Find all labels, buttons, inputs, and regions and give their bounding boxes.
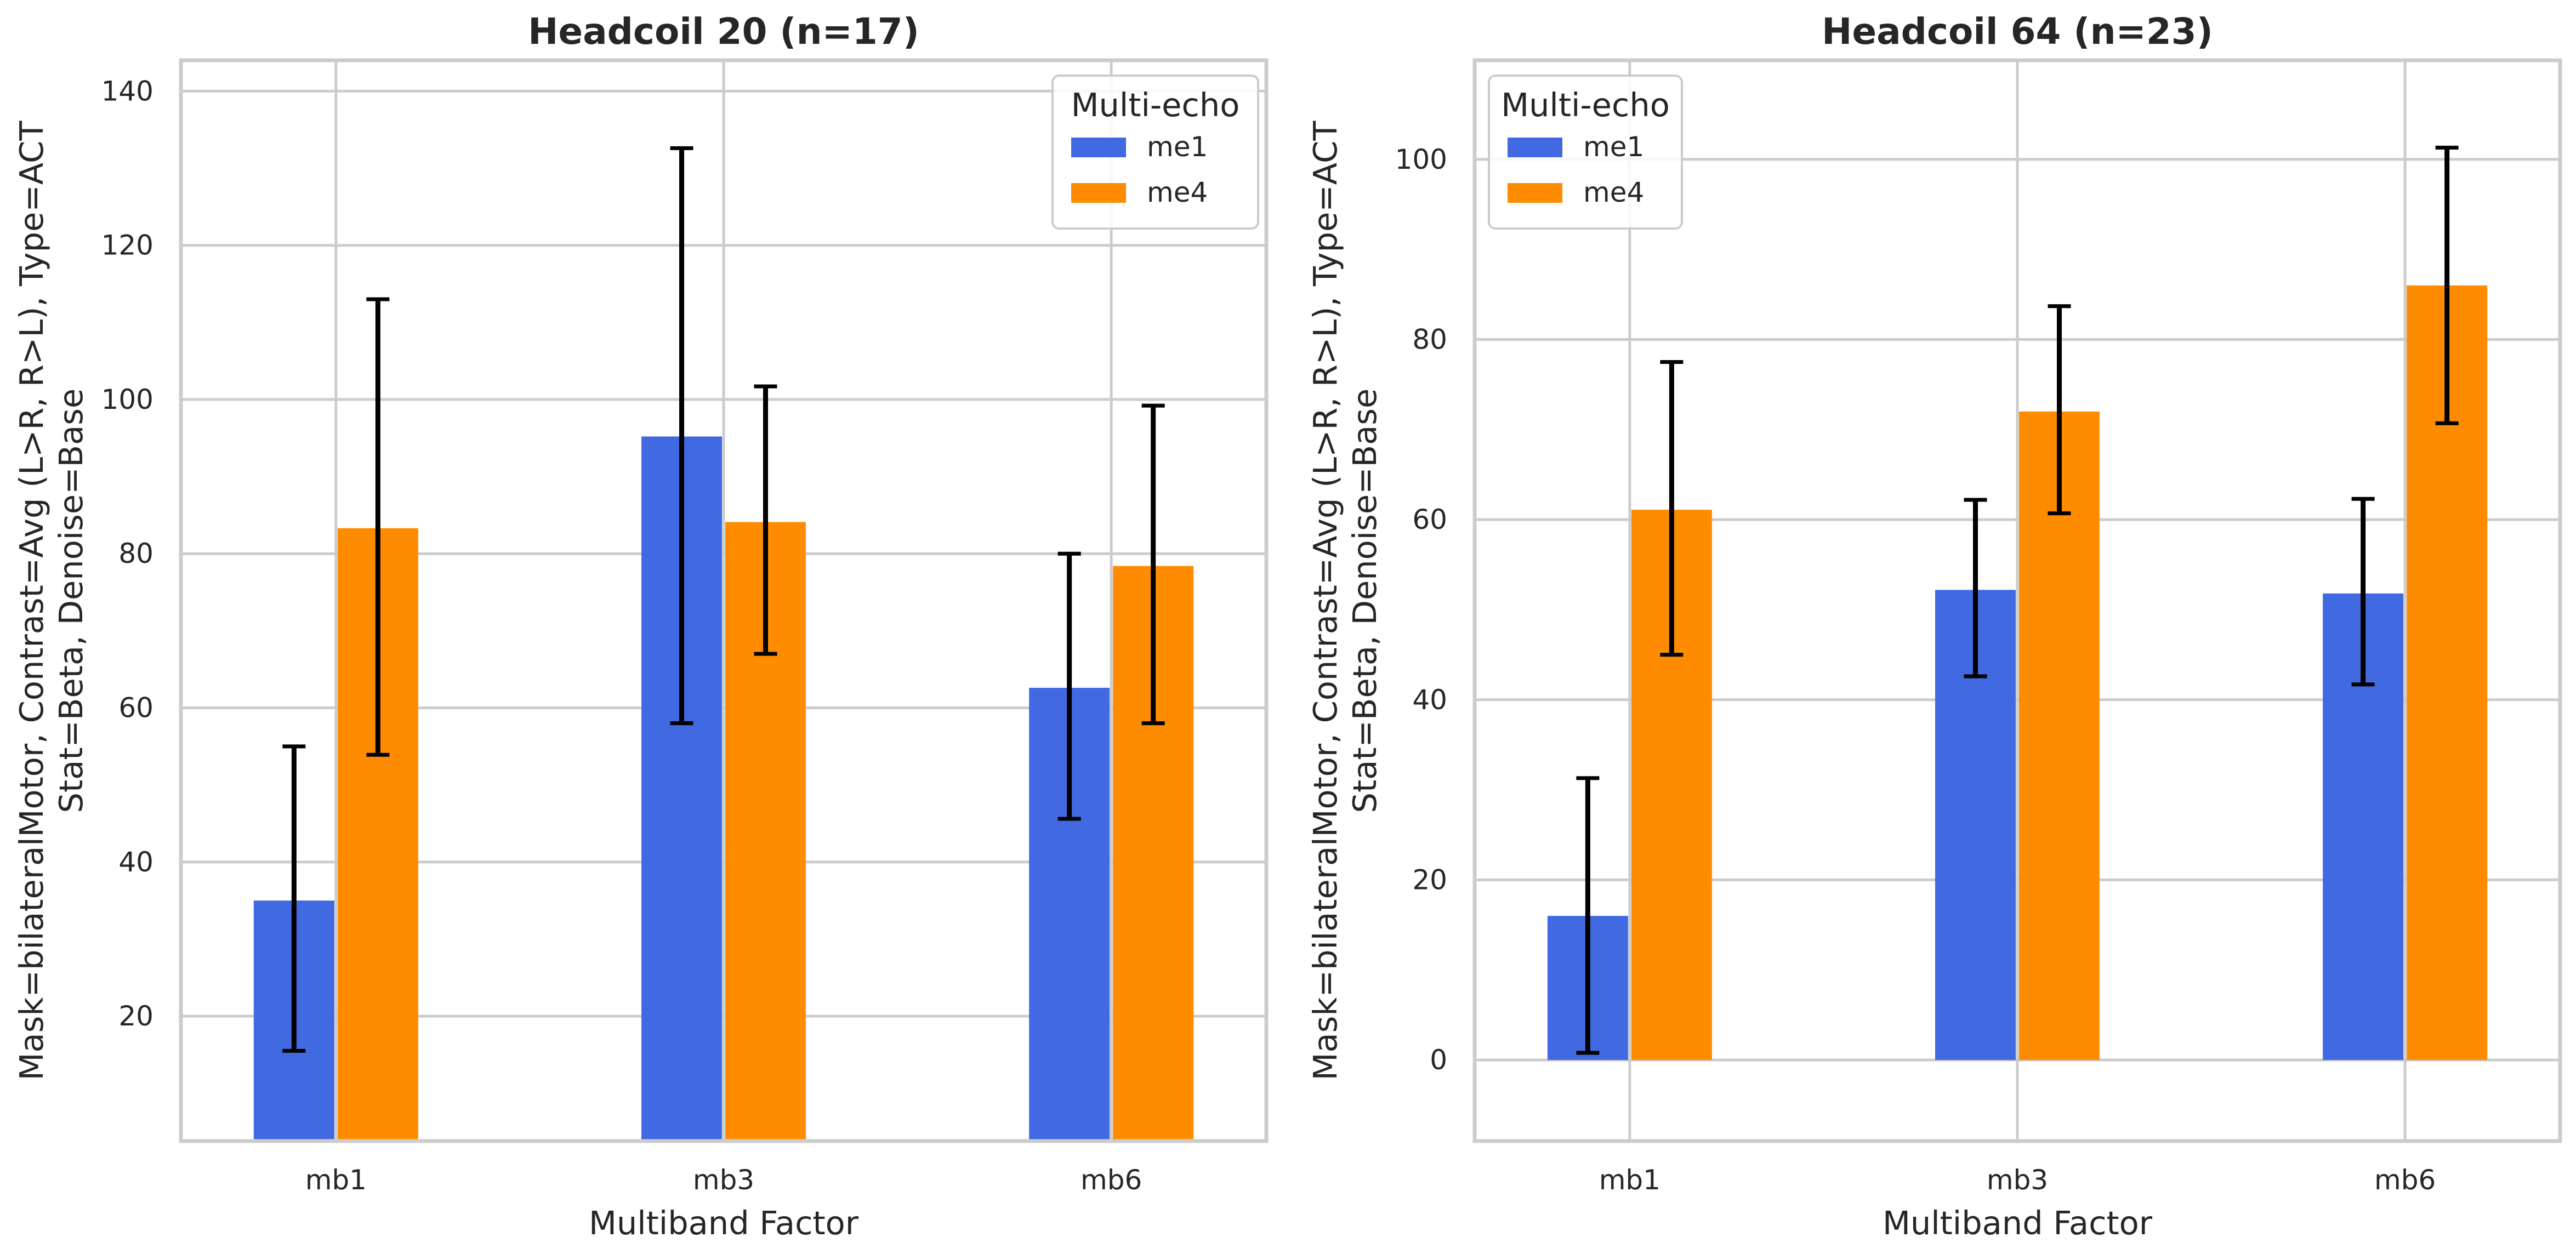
chart-title: Headcoil 20 (n=17)	[528, 10, 919, 53]
legend-swatch-me1	[1071, 138, 1126, 157]
legend-title: Multi-echo	[1071, 86, 1240, 124]
y-axis-label: Stat=Beta, Denoise=Base	[1346, 389, 1384, 813]
x-axis-label: Multiband Factor	[1883, 1204, 2153, 1242]
legend-swatch-me1	[1508, 138, 1562, 157]
y-tick-label: 100	[101, 384, 153, 415]
y-axis-label: Stat=Beta, Denoise=Base	[52, 389, 90, 813]
x-axis-label: Multiband Factor	[589, 1204, 859, 1242]
chart-panel-headcoil-64: 0 20 40 60 80 100 mb1 mb3 mb6 Headcoil 64 (n=23) M…	[1306, 10, 2562, 1242]
x-tick-label: mb3	[693, 1164, 754, 1196]
legend: Multi-echo me1 me4	[1051, 75, 1259, 230]
y-tick-label: 100	[1395, 144, 1447, 175]
y-axis-label: Mask=bilateralMotor, Contrast=Avg (L>R, …	[1306, 121, 1344, 1081]
y-tick-label: 80	[118, 538, 153, 569]
y-tick-label: 0	[1430, 1044, 1447, 1076]
legend: Multi-echo me1 me4	[1488, 75, 1683, 230]
y-tick-label: 120	[101, 230, 153, 261]
x-tick-label: mb6	[2374, 1164, 2436, 1196]
x-tick-label: mb6	[1081, 1164, 1142, 1196]
legend-label-me1: me1	[1147, 131, 1208, 163]
chart-title: Headcoil 64 (n=23)	[1822, 10, 2213, 53]
legend-title: Multi-echo	[1501, 86, 1670, 124]
y-tick-label: 60	[118, 692, 153, 724]
x-tick-label: mb3	[1987, 1164, 2048, 1196]
y-axis-label: Mask=bilateralMotor, Contrast=Avg (L>R, …	[13, 121, 50, 1081]
y-tick-label: 40	[118, 846, 153, 878]
legend-swatch-me4	[1071, 183, 1126, 203]
legend-swatch-me4	[1508, 183, 1562, 203]
legend-label-me1: me1	[1583, 131, 1644, 163]
x-tick-label: mb1	[305, 1164, 367, 1196]
plot-frame	[179, 58, 1269, 1143]
plot-frame	[1472, 58, 2562, 1143]
y-tick-label: 60	[1412, 504, 1447, 535]
chart-panel-headcoil-20: 20 40 60 80 100 120 140 mb1 mb3 mb6 Headcoil 20 (n…	[13, 10, 1269, 1242]
legend-label-me4: me4	[1147, 176, 1208, 208]
legend-label-me4: me4	[1583, 176, 1644, 208]
y-tick-label: 40	[1412, 684, 1447, 716]
y-tick-label: 20	[1412, 864, 1447, 896]
y-tick-label: 80	[1412, 323, 1447, 355]
bar-me4-mb3	[2019, 411, 2100, 1061]
x-tick-label: mb1	[1599, 1164, 1661, 1196]
y-tick-label: 20	[118, 1000, 153, 1032]
y-tick-label: 140	[101, 75, 153, 107]
